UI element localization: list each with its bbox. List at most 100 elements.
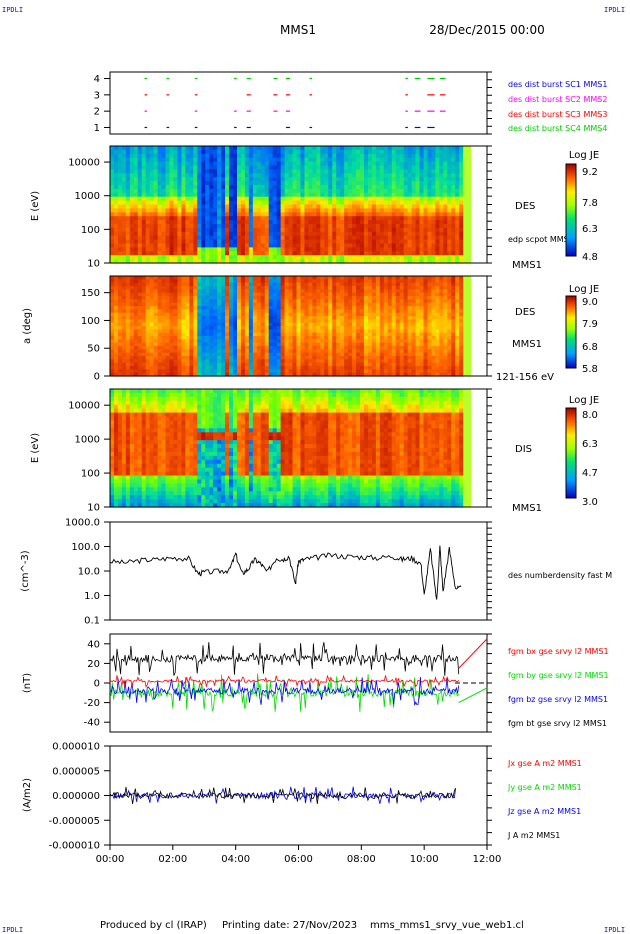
heatmap-cell (332, 224, 337, 229)
heatmap-cell (384, 201, 389, 206)
heatmap-cell (197, 169, 202, 174)
heatmap-cell (392, 173, 397, 178)
heatmap-cell (340, 177, 345, 182)
heatmap-cell (193, 166, 198, 171)
heatmap-cell (427, 224, 432, 229)
heatmap-cell (273, 173, 278, 178)
heatmap-cell (408, 236, 413, 241)
heatmap-cell (412, 208, 417, 213)
heatmap-cell (273, 166, 278, 171)
heatmap-cell (261, 216, 266, 221)
heatmap-cell (209, 189, 214, 194)
heatmap-cell (308, 197, 313, 202)
heatmap-cell (396, 244, 401, 249)
heatmap-cell (420, 181, 425, 186)
heatmap-cell (384, 220, 389, 225)
heatmap-cell (360, 146, 365, 151)
heatmap-cell (265, 216, 270, 221)
heatmap-cell (328, 177, 333, 182)
heatmap-cell (459, 166, 464, 171)
heatmap-cell (150, 189, 155, 194)
heatmap-cell (285, 177, 290, 182)
heatmap-cell (173, 240, 178, 245)
heatmap-cell (435, 177, 440, 182)
heatmap-cell (308, 208, 313, 213)
heatmap-cell (253, 228, 258, 233)
heatmap-cell (424, 224, 429, 229)
heatmap-cell (154, 185, 159, 190)
heatmap-cell (205, 181, 210, 186)
heatmap-cell (384, 173, 389, 178)
heatmap-cell (217, 189, 222, 194)
heatmap-cell (297, 173, 302, 178)
heatmap-cell (146, 177, 151, 182)
heatmap-cell (126, 150, 131, 155)
heatmap-cell (257, 146, 262, 151)
heatmap-cell (443, 247, 448, 252)
heatmap-cell (173, 162, 178, 167)
heatmap-cell (388, 236, 393, 241)
heatmap-cell (372, 150, 377, 155)
heatmap-cell (392, 216, 397, 221)
heatmap-cell (372, 154, 377, 159)
heatmap-cell (376, 247, 381, 252)
heatmap-cell (237, 193, 242, 198)
heatmap-cell (185, 185, 190, 190)
heatmap-cell (229, 177, 234, 182)
heatmap-cell (312, 228, 317, 233)
heatmap-cell (146, 205, 151, 210)
heatmap-cell (170, 224, 175, 229)
heatmap-cell (273, 201, 278, 206)
heatmap-cell (193, 193, 198, 198)
heatmap-cell (142, 228, 147, 233)
heatmap-cell (396, 166, 401, 171)
heatmap-cell (435, 228, 440, 233)
heatmap-cell (312, 255, 317, 260)
heatmap-cell (134, 193, 139, 198)
heatmap-cell (261, 173, 266, 178)
heatmap-cell (122, 197, 127, 202)
heatmap-cell (245, 154, 250, 159)
heatmap-cell (443, 154, 448, 159)
heatmap-cell (400, 224, 405, 229)
heatmap-cell (308, 228, 313, 233)
heatmap-cell (400, 173, 405, 178)
heatmap-cell (400, 169, 405, 174)
heatmap-cell (312, 185, 317, 190)
heatmap-cell (233, 189, 238, 194)
heatmap-cell (249, 154, 254, 159)
heatmap-cell (336, 154, 341, 159)
heatmap-cell (396, 193, 401, 198)
heatmap-cell (281, 244, 286, 249)
heatmap-cell (447, 181, 452, 186)
heatmap-cell (110, 177, 115, 182)
heatmap-cell (380, 185, 385, 190)
heatmap-cell (237, 236, 242, 241)
heatmap-cell (158, 228, 163, 233)
heatmap-cell (320, 158, 325, 163)
heatmap-cell (364, 193, 369, 198)
heatmap-cell (451, 232, 456, 237)
heatmap-cell (443, 251, 448, 256)
heatmap-cell (316, 224, 321, 229)
heatmap-cell (154, 158, 159, 163)
heatmap-cell (249, 173, 254, 178)
heatmap-cell (225, 236, 230, 241)
heatmap-cell (122, 220, 127, 225)
heatmap-cell (364, 189, 369, 194)
heatmap-cell (154, 162, 159, 167)
heatmap-cell (269, 201, 274, 206)
heatmap-cell (221, 251, 226, 256)
heatmap-cell (213, 224, 218, 229)
heatmap-cell (225, 240, 230, 245)
heatmap-cell (261, 154, 266, 159)
heatmap-cell (424, 236, 429, 241)
heatmap-cell (427, 146, 432, 151)
heatmap-cell (364, 212, 369, 217)
heatmap-cell (209, 197, 214, 202)
heatmap-cell (424, 251, 429, 256)
heatmap-cell (289, 255, 294, 260)
heatmap-cell (134, 244, 139, 249)
heatmap-cell (412, 177, 417, 182)
heatmap-cell (181, 189, 186, 194)
